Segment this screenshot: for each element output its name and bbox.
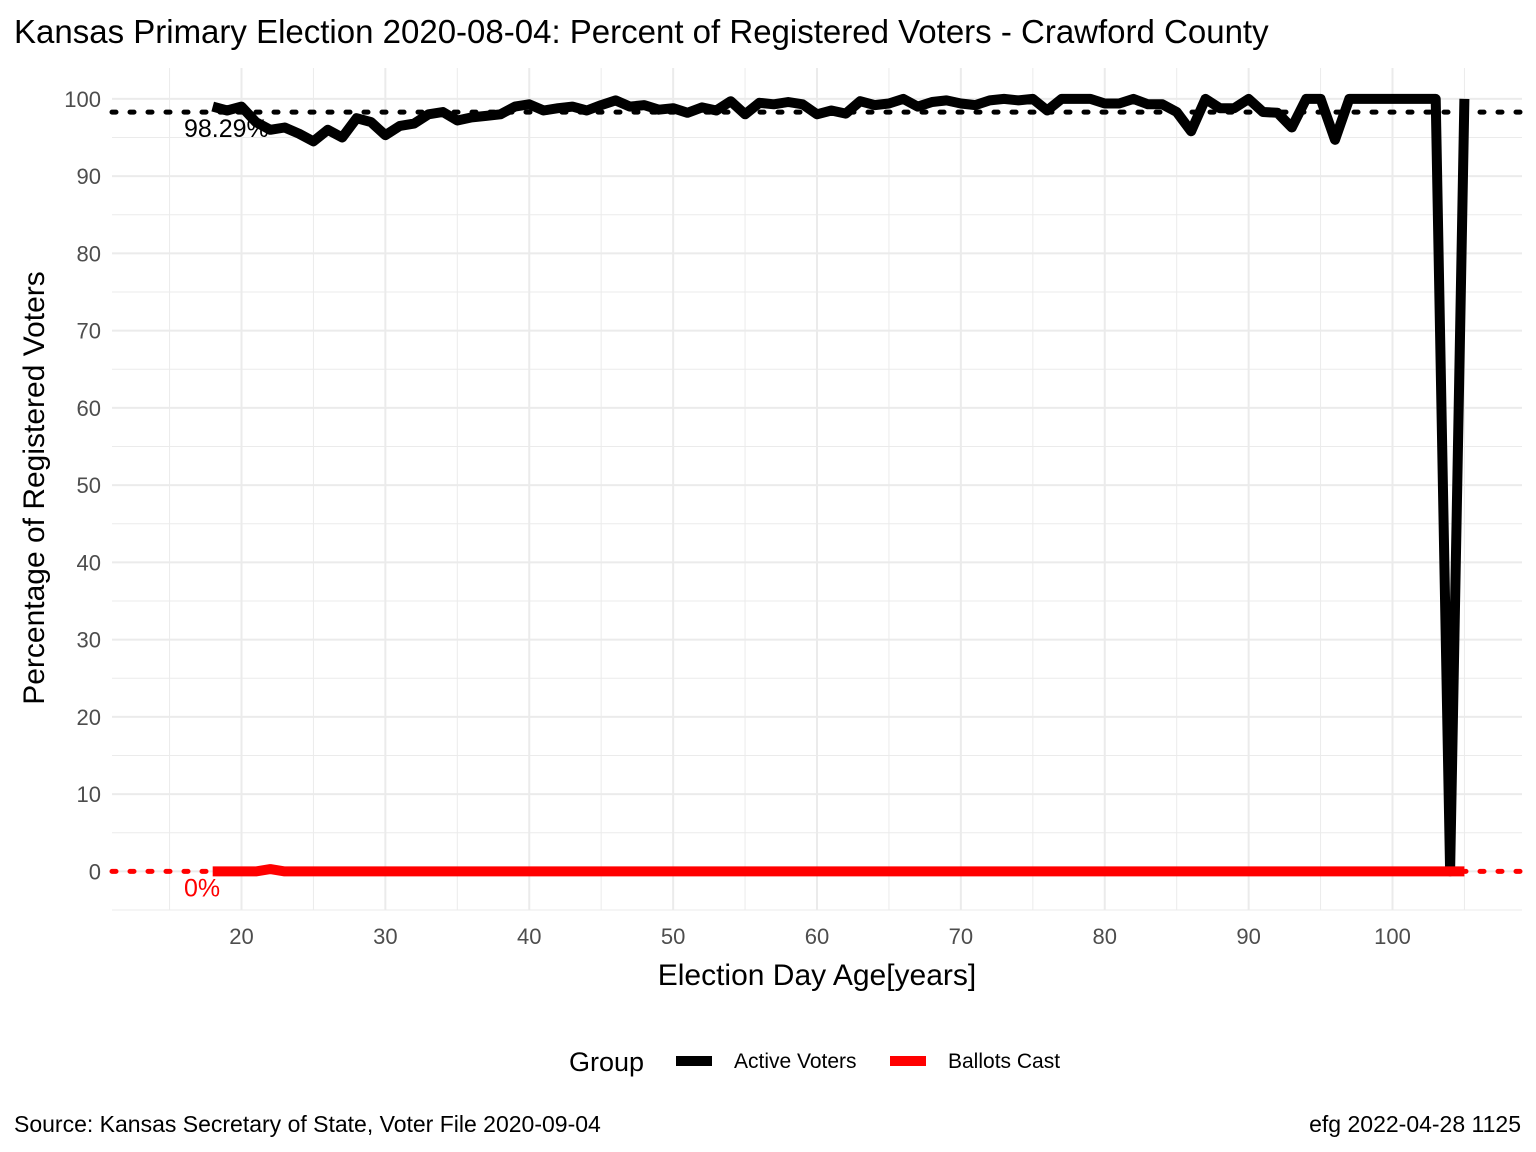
legend-label: Active Voters bbox=[734, 1050, 857, 1073]
y-tick-label: 10 bbox=[77, 782, 101, 807]
y-axis-title: Percentage of Registered Voters bbox=[18, 271, 51, 705]
y-axis-ticks: 0 10 20 30 40 50 60 70 80 90 100 bbox=[64, 87, 101, 884]
credit-caption: efg 2022-04-28 1125 bbox=[1309, 1111, 1521, 1137]
x-tick-label: 100 bbox=[1374, 924, 1411, 949]
reference-labels: 98.29% 0% bbox=[184, 115, 269, 902]
x-tick-label: 90 bbox=[1236, 924, 1260, 949]
y-tick-label: 70 bbox=[77, 319, 101, 344]
series-line bbox=[211, 93, 1470, 877]
x-tick-label: 80 bbox=[1093, 924, 1117, 949]
x-axis-ticks: 20 30 40 50 60 70 80 90 100 bbox=[229, 924, 1411, 949]
chart-title: Kansas Primary Election 2020-08-04: Perc… bbox=[14, 13, 1269, 50]
x-tick-label: 70 bbox=[949, 924, 973, 949]
y-tick-label: 60 bbox=[77, 396, 101, 421]
reference-label: 0% bbox=[184, 874, 220, 902]
source-caption: Source: Kansas Secretary of State, Voter… bbox=[14, 1111, 601, 1137]
y-tick-label: 0 bbox=[89, 859, 101, 884]
legend-label: Ballots Cast bbox=[948, 1050, 1060, 1073]
x-axis-title: Election Day Age[years] bbox=[658, 959, 977, 992]
x-tick-label: 50 bbox=[661, 924, 685, 949]
series-line bbox=[212, 864, 1465, 877]
x-tick-label: 40 bbox=[517, 924, 541, 949]
grid bbox=[112, 68, 1522, 911]
reference-label: 98.29% bbox=[184, 115, 269, 143]
y-tick-label: 20 bbox=[77, 705, 101, 730]
y-tick-label: 90 bbox=[77, 164, 101, 189]
x-tick-label: 60 bbox=[805, 924, 829, 949]
y-tick-label: 80 bbox=[77, 241, 101, 266]
y-tick-label: 30 bbox=[77, 628, 101, 653]
legend-items: Active Voters Ballots Cast bbox=[676, 1050, 1060, 1073]
legend: Group Active Voters Ballots Cast bbox=[569, 1047, 1060, 1077]
y-tick-label: 50 bbox=[77, 473, 101, 498]
y-tick-label: 40 bbox=[77, 550, 101, 575]
x-tick-label: 30 bbox=[373, 924, 397, 949]
legend-title: Group bbox=[569, 1047, 644, 1077]
x-tick-label: 20 bbox=[229, 924, 253, 949]
series-lines bbox=[211, 93, 1470, 877]
y-tick-label: 100 bbox=[64, 87, 101, 112]
